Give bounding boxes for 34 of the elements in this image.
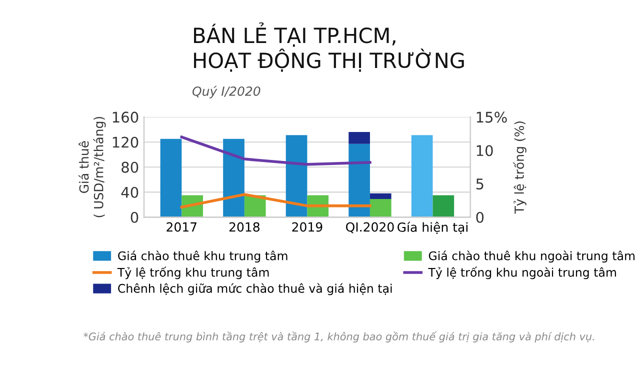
bar: [370, 199, 392, 218]
y-tick-label: 80: [122, 162, 138, 173]
x-tick-label: 2018: [229, 222, 260, 232]
y2-tick-label: 0: [476, 212, 484, 223]
line-series: [180, 136, 372, 166]
y-tick-label: 0: [130, 212, 138, 223]
bar: [348, 144, 370, 218]
x-tick-label: 2019: [292, 222, 322, 232]
bar: [223, 138, 244, 218]
legend-label: Giá chào thuê khu trung tâm: [118, 250, 288, 263]
y-tick-label: 40: [121, 186, 138, 198]
chart-subtitle: Quý I/2020: [192, 86, 260, 98]
bar: [432, 195, 454, 218]
bar: [411, 135, 433, 218]
bar: [286, 135, 308, 218]
bar: [160, 138, 182, 218]
text: *Giá chào thuê trung bình tầng trệt và tầng 1, không bao gồm thuế giá trị gia tăng và phí dịch vụ.: [84, 331, 594, 342]
chart-title: BÁN LẺ TẠI TP.HCM, HOẠT ĐỘNG THỊ TRƯỜNG: [194, 22, 464, 72]
y-tick-label: 120: [112, 136, 138, 148]
legend-label: Tỷ lệ trống khu trung tâm: [117, 266, 269, 280]
x-tick-label: Gía hiện tại: [398, 222, 468, 234]
bar: [370, 193, 392, 200]
legend-label: Giá chào thuê khu ngoài trung tâm: [428, 250, 634, 263]
y2-axis-title: Tỷ lệ trống (%): [513, 121, 526, 214]
y2-tick-label: 15%: [476, 112, 507, 123]
legend-label: Tỷ lệ trống khu ngoài trung tâm: [428, 266, 616, 280]
y-tick-label: 160: [112, 112, 138, 123]
x-tick-label: QI.2020: [346, 222, 394, 234]
y2-tick-label: 5: [476, 178, 484, 190]
x-tick-label: 2017: [166, 222, 196, 232]
legend-label: Chênh lệch giữa mức chào thuê và giá hiện tại: [118, 283, 392, 296]
y2-tick-label: 10: [476, 145, 493, 156]
bar: [348, 132, 370, 144]
y-axis-title: Giá thuê ( USD/m²/tháng): [78, 116, 106, 218]
